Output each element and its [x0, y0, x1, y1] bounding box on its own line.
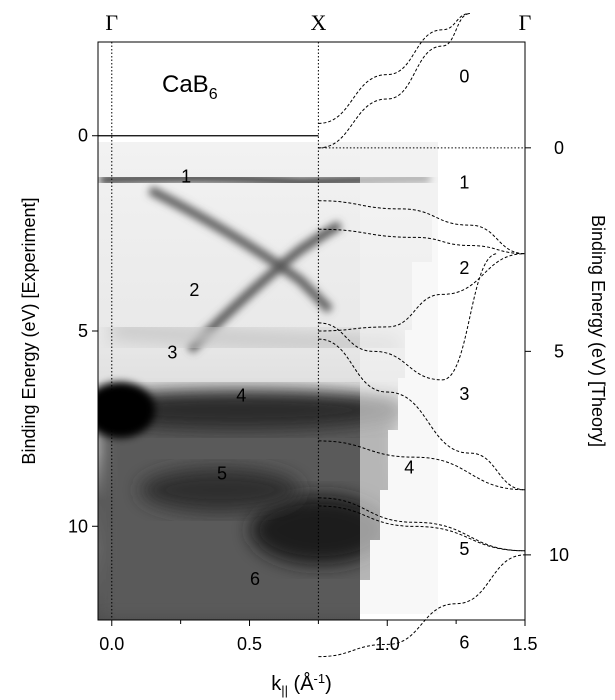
- band-label-theory: 6: [459, 632, 469, 652]
- symmetry-label: Γ: [105, 10, 118, 35]
- y-left-tick-label: 0: [78, 126, 88, 146]
- x-axis-label: k|| (Å-1): [271, 671, 332, 698]
- y-right-tick-label: 10: [549, 545, 569, 565]
- theory-band-line: [318, 253, 498, 381]
- theory-band-line: [318, 13, 471, 149]
- x-tick-label: 0.0: [99, 634, 124, 654]
- y-axis-left-label: Binding Energy (eV) [Experiment]: [19, 197, 39, 464]
- band-label-experiment: 4: [236, 385, 246, 405]
- x-tick-label: 0.5: [237, 634, 262, 654]
- band-label-experiment: 2: [189, 280, 199, 300]
- y-left-tick-label: 10: [68, 516, 88, 536]
- theory-band-line: [318, 440, 526, 491]
- theory-band-line: [318, 253, 526, 332]
- band-label-theory: 0: [459, 67, 469, 87]
- symmetry-label: Γ: [519, 10, 532, 35]
- y-right-tick-label: 0: [554, 138, 564, 158]
- band-label-theory: 4: [404, 457, 414, 477]
- y-left-tick-label: 5: [78, 321, 88, 341]
- theory-band-line: [318, 338, 526, 491]
- theory-band-line: [318, 13, 470, 124]
- theory-band-line: [318, 200, 526, 255]
- theory-bg: [360, 142, 438, 614]
- band-label-theory: 2: [459, 258, 469, 278]
- theory-band-line: [318, 228, 526, 255]
- theory-band-line: [318, 554, 526, 658]
- band-label-theory: 3: [459, 384, 469, 404]
- x-tick-label: 1.5: [512, 634, 537, 654]
- band-label-experiment: 6: [250, 569, 260, 589]
- band-label-experiment: 5: [217, 463, 227, 483]
- band-label-theory: 5: [459, 539, 469, 559]
- symmetry-label: X: [310, 10, 326, 35]
- theory-band-line: [318, 505, 526, 552]
- x-tick-label: 1.0: [375, 634, 400, 654]
- y-right-tick-label: 5: [554, 341, 564, 361]
- band-label-experiment: 3: [167, 342, 177, 362]
- material-label: CaB6: [162, 71, 218, 103]
- band-label-experiment: 1: [181, 167, 191, 187]
- y-axis-right-label: Binding Energy (eV) [Theory]: [588, 215, 608, 447]
- band-label-theory: 1: [459, 173, 469, 193]
- theory-band-line: [318, 497, 526, 552]
